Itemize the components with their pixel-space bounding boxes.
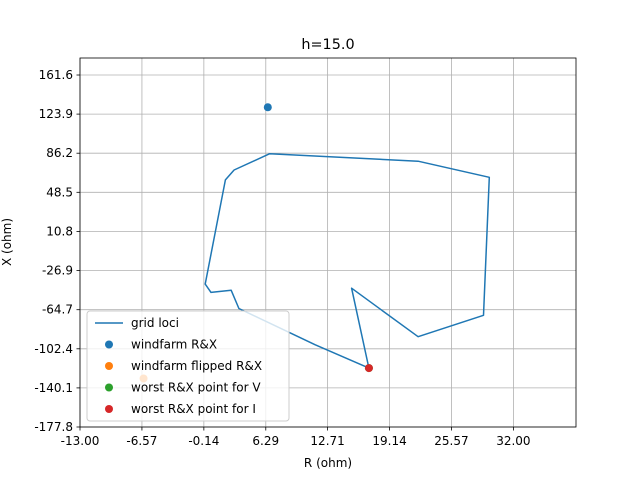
legend-marker-swatch	[105, 340, 113, 349]
y-tick-label: -26.9	[42, 264, 73, 278]
y-tick-label: -177.8	[34, 420, 73, 434]
legend-marker-swatch	[105, 405, 113, 413]
y-tick-label: -102.4	[34, 342, 73, 356]
chart-title: h=15.0	[301, 37, 354, 53]
x-tick-label: 25.57	[434, 434, 468, 448]
tick-layer: -13.00 -6.57 -0.14 6.29 12.71 19.14 25.57 32.00…	[34, 68, 530, 448]
legend-label: windfarm flipped R&X	[131, 359, 262, 373]
grid-layer	[79, 58, 576, 428]
y-axis-label: X (ohm)	[0, 218, 14, 266]
scatter-point-worst-r-x-point-for-i	[364, 364, 373, 373]
legend-box	[86, 310, 290, 422]
legend-marker-swatch	[105, 362, 113, 370]
series-line-grid-loci	[204, 152, 491, 369]
x-axis-label: R (ohm)	[304, 456, 352, 470]
legend-label: worst R&X point for I	[131, 402, 256, 416]
data-layer	[139, 103, 491, 383]
x-tick-label: -13.00	[61, 434, 100, 448]
x-tick-label: 12.71	[310, 434, 344, 448]
x-tick-label: -0.14	[188, 434, 219, 448]
x-tick-label: -6.57	[126, 434, 157, 448]
scatter-point-windfarm-r-x	[263, 103, 272, 112]
x-tick-label: 32.00	[496, 434, 530, 448]
x-tick-label: 19.14	[372, 434, 406, 448]
y-tick-label: -140.1	[34, 381, 73, 395]
legend-marker-swatch	[105, 383, 113, 392]
y-tick-label: 123.9	[39, 107, 73, 121]
legend-label: windfarm R&X	[131, 338, 217, 352]
legend: grid loci windfarm R&X windfarm flipped R&…	[86, 310, 290, 422]
y-tick-label: 161.6	[39, 68, 73, 82]
y-tick-label: -64.7	[42, 303, 73, 317]
x-tick-label: 6.29	[252, 434, 279, 448]
y-tick-label: 48.5	[46, 185, 73, 199]
legend-label: worst R&X point for V	[131, 381, 261, 395]
y-tick-label: 86.2	[46, 146, 73, 160]
legend-label: grid loci	[131, 316, 179, 330]
y-tick-label: 10.8	[46, 224, 73, 238]
